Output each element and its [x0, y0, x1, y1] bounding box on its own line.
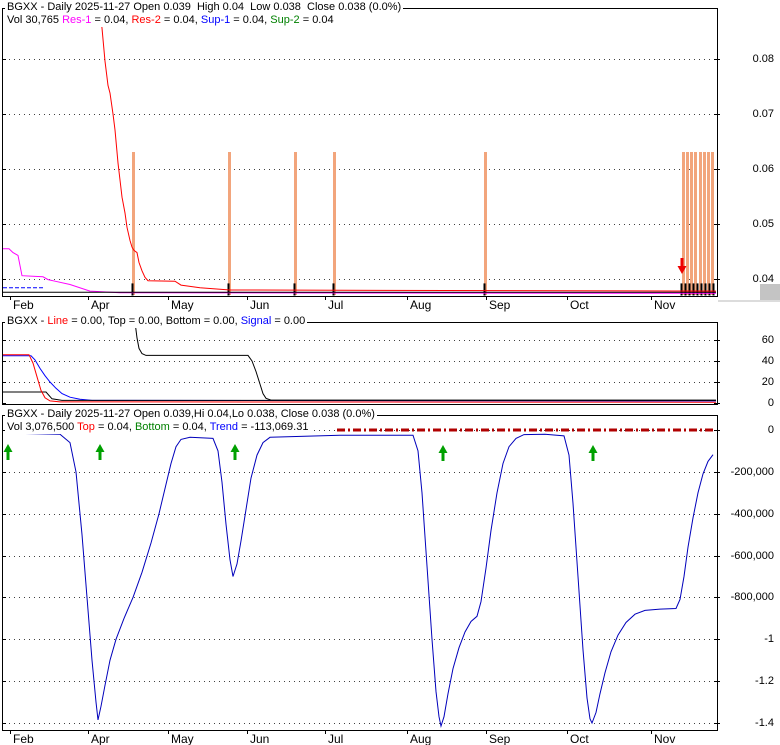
header-text-part: Res-1	[62, 14, 92, 26]
x-axis-label: Oct	[570, 732, 589, 745]
header-text-part: = 0.04,	[91, 14, 132, 26]
x-axis-label: Jun	[250, 298, 270, 312]
y-axis-label: 0.08	[752, 53, 774, 65]
x-axis-label: Aug	[410, 732, 432, 745]
header-text-part: Res-2	[131, 14, 161, 26]
header-text-part: = -113,069.31	[238, 421, 309, 433]
buy-signal-up-arrow-icon	[95, 444, 105, 460]
header-text-part: = 0.04,	[160, 14, 201, 26]
x-axis-label: Nov	[654, 298, 676, 312]
price-panel-header-line2: Vol 30,765 Res-1 = 0.04, Res-2 = 0.04, S…	[5, 14, 336, 27]
x-axis-label: Apr	[91, 298, 110, 312]
x-axis-label: May	[171, 732, 194, 745]
price-panel-header-line1: BGXX - Daily 2025-11-27 Open 0.039 High …	[5, 1, 404, 14]
x-axis-label: Aug	[410, 298, 432, 312]
y-axis-label: 0.06	[752, 163, 774, 175]
header-text-part: BGXX - Daily 2025-11-27 Open 0.039 High …	[7, 1, 402, 13]
trend-panel-header-line1: BGXX - Daily 2025-11-27 Open 0.039,Hi 0.…	[5, 408, 377, 421]
header-text-part: = 0.04	[299, 14, 334, 26]
buy-signal-up-arrow-icon	[438, 445, 448, 461]
y-axis-label: -1.4	[755, 717, 774, 729]
x-axis-label: Nov	[654, 732, 676, 745]
header-text-part: = 0.00, Top = 0.00, Bottom = 0.00,	[68, 315, 241, 327]
trend-panel-header-line2: Vol 3,076,500 Top = 0.04, Bottom = 0.04,…	[5, 421, 311, 434]
x-axis-label: Jun	[250, 732, 270, 745]
x-axis-label: Apr	[91, 732, 110, 745]
header-text-part: Sup-1	[200, 14, 231, 26]
x-axis-label: Feb	[13, 732, 34, 745]
header-text-part: = 0.04,	[94, 421, 135, 433]
header-text-part: Trend	[209, 421, 239, 433]
x-axis-label: Jul	[328, 732, 344, 745]
oscillator-panel-header: BGXX - Line = 0.00, Top = 0.00, Bottom =…	[5, 315, 308, 328]
y-axis-label: 0	[767, 424, 774, 436]
x-axis-label: Oct	[570, 298, 589, 312]
y-axis-label: 0.04	[752, 273, 774, 285]
y-axis-label: -1.2	[755, 675, 774, 687]
header-text-part: = 0.04,	[230, 14, 271, 26]
scrollbar-thumb[interactable]	[760, 284, 780, 300]
y-axis-label: -600,000	[730, 550, 774, 562]
buy-signal-up-arrow-icon	[588, 445, 598, 461]
scrollbar-track[interactable]	[718, 300, 780, 302]
header-text-part: Sup-2	[270, 14, 300, 26]
header-text-part: BGXX -	[7, 315, 48, 327]
y-axis-label: -800,000	[730, 591, 774, 603]
x-axis-label: Sep	[489, 298, 511, 312]
y-axis-label: 40	[761, 355, 774, 367]
header-text-part: Top	[77, 421, 95, 433]
x-axis-label: Sep	[489, 732, 511, 745]
header-text-part: Line	[47, 315, 69, 327]
header-text-part: Vol 3,076,500	[7, 421, 78, 433]
y-axis-label: -400,000	[730, 508, 774, 520]
x-axis-label: Feb	[13, 298, 34, 312]
y-axis-label: 0.05	[752, 218, 774, 230]
header-text-part: Signal	[240, 315, 272, 327]
y-axis-label: 0	[767, 397, 774, 409]
header-text-part: Bottom	[134, 421, 170, 433]
header-text-part: BGXX - Daily 2025-11-27 Open 0.039,Hi 0.…	[7, 408, 375, 420]
y-axis-label: 60	[761, 334, 774, 346]
y-axis-label: 20	[761, 376, 774, 388]
y-axis-label: -1	[764, 633, 774, 645]
x-axis-label: May	[171, 298, 194, 312]
header-text-part: = 0.00	[271, 315, 306, 327]
buy-signal-up-arrow-icon	[3, 444, 13, 460]
header-text-part: = 0.04,	[169, 421, 210, 433]
x-axis-label: Jul	[328, 298, 344, 312]
y-axis-label: 0.07	[752, 108, 774, 120]
sell-signal-down-arrow-icon	[677, 258, 687, 274]
buy-signal-up-arrow-icon	[230, 444, 240, 460]
header-text-part: Vol 30,765	[7, 14, 63, 26]
y-axis-label: -200,000	[730, 466, 774, 478]
